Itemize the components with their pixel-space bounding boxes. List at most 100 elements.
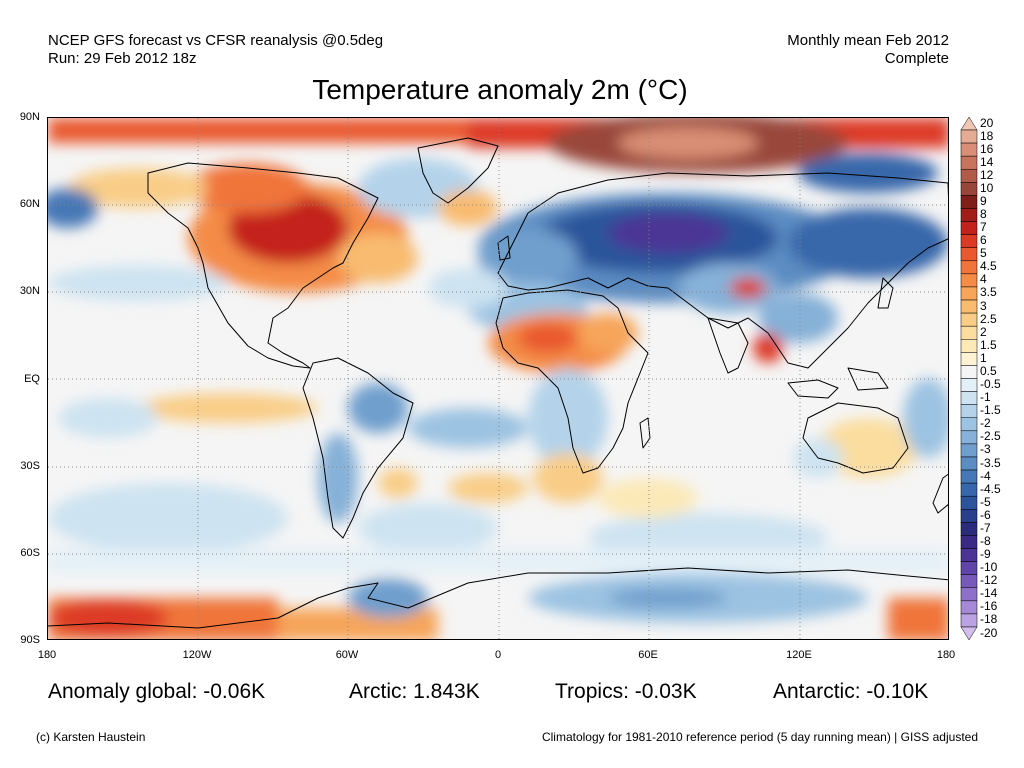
period-label: Monthly mean Feb 2012 (787, 32, 949, 49)
lat-label-eq: EQ (24, 373, 40, 385)
legend-label: 1 (980, 350, 987, 365)
lat-label-60n: 60N (19, 198, 40, 210)
stat-global: Anomaly global: -0.06K (48, 680, 266, 703)
lat-label-90s: 90S (20, 634, 40, 646)
color-legend: 20 18 16 14 12 10 9 8 7 6 5 4.5 4 3.5 3 2.5 2 1.5 1 0.5 -0.5… (959, 115, 1019, 640)
legend-label: 6 (980, 233, 987, 248)
legend-label: -4 (980, 468, 991, 483)
stat-antarctic: Antarctic: -0.10K (773, 680, 929, 703)
legend-swatch (960, 142, 978, 157)
legend-label: -18 (980, 612, 998, 627)
legend-swatch (960, 247, 978, 262)
legend-label: 3 (980, 298, 987, 313)
legend-swatch (960, 155, 978, 170)
legend-swatch (960, 600, 978, 615)
legend-label: -0.5 (980, 377, 1001, 392)
lon-label-120e: 120E (786, 649, 812, 661)
legend-label: 3.5 (980, 285, 997, 300)
legend-label: -12 (980, 573, 998, 588)
legend-swatch (960, 509, 978, 523)
legend-swatch (960, 325, 978, 340)
anomaly-map (47, 117, 949, 640)
legend-label: 18 (980, 128, 994, 143)
legend-swatch (960, 378, 978, 392)
legend-swatch (960, 469, 978, 484)
legend-swatch (960, 195, 978, 209)
legend-label: -7 (980, 520, 991, 535)
run-time: Run: 29 Feb 2012 18z (48, 50, 197, 67)
legend-label: -14 (980, 586, 998, 601)
legend-label: -9 (980, 547, 991, 562)
lon-label-60w: 60W (335, 649, 359, 661)
stat-arctic: Arctic: 1.843K (349, 680, 480, 703)
lon-label-180w: 180 (37, 649, 57, 661)
legend-swatch (960, 168, 978, 183)
legend-label: 7 (980, 220, 987, 235)
legend-swatch (960, 574, 978, 589)
lon-label-120w: 120W (182, 649, 212, 661)
legend-label: 8 (980, 207, 987, 221)
legend-label: -4.5 (980, 481, 1001, 496)
stat-tropics: Tropics: -0.03K (555, 680, 697, 703)
legend-swatch (960, 260, 978, 275)
legend-label: -2 (980, 416, 991, 431)
legend-swatch (960, 482, 978, 497)
legend-swatch (960, 535, 978, 549)
map-title: Temperature anomaly 2m (°C) (312, 74, 688, 105)
legend-label: -8 (980, 533, 991, 548)
legend-swatch (960, 626, 978, 640)
legend-swatch (960, 587, 978, 602)
copyright: (c) Karsten Haustein (36, 730, 146, 744)
coastlines-vector (48, 137, 948, 629)
legend-label: 2.5 (980, 311, 997, 326)
legend-label: -5 (980, 494, 991, 509)
legend-label: 0.5 (980, 363, 997, 378)
legend-swatch (960, 352, 978, 366)
legend-colorbar (960, 117, 978, 640)
legend-label: 20 (980, 115, 994, 130)
legend-swatch (960, 129, 978, 144)
legend-label: 10 (980, 180, 994, 195)
legend-label: -20 (980, 625, 998, 640)
legend-swatch (960, 339, 978, 353)
legend-swatch (960, 404, 978, 418)
completion-status: Complete (884, 50, 949, 67)
legend-swatch (960, 234, 978, 248)
legend-swatch (960, 613, 978, 628)
legend-label: -3.5 (980, 455, 1001, 470)
legend-swatch (960, 182, 978, 196)
legend-label: -10 (980, 560, 998, 575)
climatology-note: Climatology for 1981-2010 reference peri… (541, 730, 978, 744)
lat-label-60s: 60S (20, 547, 40, 559)
lat-label-30s: 30S (20, 460, 40, 472)
legend-label: 14 (980, 154, 994, 169)
lat-label-90n: 90N (19, 111, 40, 123)
legend-swatch (960, 561, 978, 575)
legend-swatch (960, 456, 978, 471)
legend-label: 9 (980, 193, 987, 208)
legend-swatch (960, 208, 978, 222)
lon-label-0: 0 (494, 649, 502, 661)
legend-swatch (960, 117, 978, 131)
legend-label: 1.5 (980, 337, 997, 352)
legend-label: 12 (980, 167, 994, 182)
legend-label: -3 (980, 442, 991, 457)
legend-swatch (960, 548, 978, 562)
legend-swatch (960, 417, 978, 432)
legend-swatch (960, 273, 978, 288)
legend-label: -6 (980, 507, 991, 522)
legend-label: -16 (980, 599, 998, 614)
legend-label: -1 (980, 390, 991, 405)
lon-label-60e: 60E (638, 649, 658, 661)
legend-swatch (960, 391, 978, 405)
legend-swatch (960, 312, 978, 327)
legend-label: 4.5 (980, 259, 997, 274)
lat-label-30n: 30N (19, 285, 40, 297)
legend-label: 5 (980, 246, 987, 261)
anomaly-field (48, 118, 948, 639)
legend-swatch (960, 286, 978, 301)
legend-label: 16 (980, 141, 994, 156)
legend-swatch (960, 299, 978, 314)
lon-label-180e: 180 (936, 649, 956, 661)
legend-label: -1.5 (980, 403, 1001, 418)
